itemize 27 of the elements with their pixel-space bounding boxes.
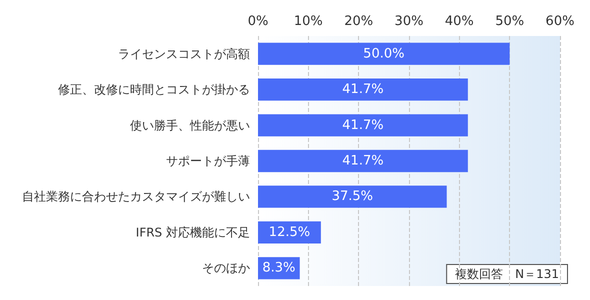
bar	[258, 78, 468, 101]
x-tick-label: 30%	[394, 14, 424, 29]
data-label: 41.7%	[342, 154, 384, 168]
data-label: 37.5%	[332, 189, 374, 204]
x-tick-label: 50%	[495, 14, 524, 29]
data-label: 12.5%	[268, 224, 310, 240]
bar	[258, 150, 468, 172]
y-tick-label: IFRS 対応機能に不足	[136, 225, 250, 240]
y-tick-label: 自社業務に合わせたカスタマイズが難しい	[22, 190, 250, 204]
x-tick-label: 60%	[546, 14, 574, 29]
bar	[258, 114, 468, 136]
bar	[258, 42, 510, 65]
data-label: 41.7%	[342, 118, 384, 133]
y-tick-label: サポートが手薄	[166, 154, 250, 168]
bar	[258, 186, 447, 208]
y-tick-label: そのほか	[202, 261, 250, 276]
y-tick-label: 修正、改修に時間とコストが掛かる	[58, 82, 250, 97]
x-tick-label: 10%	[294, 14, 323, 29]
x-tick-label: 0%	[248, 14, 268, 29]
x-tick-label: 20%	[344, 14, 374, 29]
x-tick-label: 40%	[444, 14, 474, 29]
annotation: 複数回答 N＝131	[455, 267, 560, 281]
data-label: 41.7%	[342, 82, 384, 98]
data-label: 50.0%	[363, 46, 404, 62]
y-tick-label: ライセンスコストが高額	[118, 46, 250, 61]
y-tick-label: 使い勝手、性能が悪い	[130, 118, 250, 132]
data-label: 8.3%	[262, 260, 296, 276]
